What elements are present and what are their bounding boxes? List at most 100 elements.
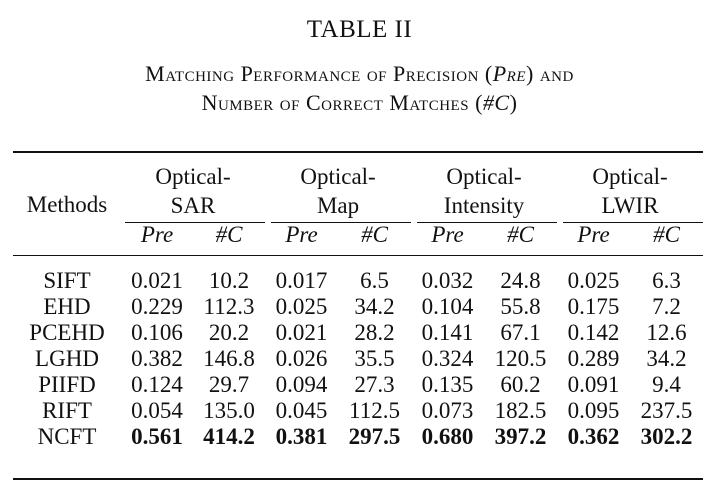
sub-header-pre: Pre: [285, 222, 318, 247]
correct-matches-cell: 55.8: [500, 294, 541, 319]
precision-cell: 0.104: [421, 294, 474, 319]
method-name-cell: EHD: [43, 294, 91, 319]
precision-cell: 0.106: [131, 320, 183, 345]
correct-matches-cell: 397.2: [494, 424, 547, 449]
group-rule-sar: [125, 222, 265, 223]
group-rule-lwir: [563, 222, 703, 223]
group-header-line: Intensity: [443, 193, 525, 218]
table-body: SIFT 0.021 10.2 0.017 6.5 0.032 24.8 0.025 6.3 EH…: [13, 268, 703, 450]
sub-header-c: #C: [507, 222, 534, 247]
precision-cell: 0.680: [421, 424, 474, 449]
precision-cell: 0.021: [275, 320, 328, 345]
group-header-line: Optical-: [155, 164, 231, 189]
precision-cell: 0.073: [421, 398, 474, 423]
group-header-line: SAR: [170, 193, 216, 218]
table-row: NCFT 0.561 414.2 0.381 297.5 0.680 397.2 0.362 3…: [13, 424, 703, 450]
caption-c-abbrev: #C: [482, 90, 510, 115]
precision-cell: 0.025: [567, 268, 620, 293]
header-bottom-rule: [13, 255, 703, 256]
precision-cell: 0.054: [131, 398, 183, 423]
table-row: PIIFD 0.124 29.7 0.094 27.3 0.135 60.2 0.091 9.4: [13, 372, 703, 398]
precision-cell: 0.026: [275, 346, 328, 371]
group-rule-intensity: [417, 222, 557, 223]
table-row: SIFT 0.021 10.2 0.017 6.5 0.032 24.8 0.025 6.3: [13, 268, 703, 294]
correct-matches-cell: 27.3: [354, 372, 395, 397]
precision-cell: 0.561: [131, 424, 183, 449]
top-rule: [13, 151, 703, 153]
caption-line-1-part-c: ) and: [526, 61, 574, 86]
correct-matches-cell: 60.2: [500, 372, 541, 397]
caption-line-1-part-a: Matching Performance of Precision (: [145, 61, 493, 86]
bottom-rule: [13, 478, 703, 480]
group-rule-map: [271, 222, 411, 223]
caption-line-1: Matching Performance of Precision (Pre) …: [0, 59, 719, 88]
table-header: Methods Optical- SAR Optical- Map Optical-…: [13, 162, 703, 248]
header-sub-row: Pre #C Pre #C Pre #C Pre #C: [13, 220, 703, 248]
correct-matches-cell: 302.2: [640, 424, 693, 449]
method-name-cell: PIIFD: [38, 372, 96, 397]
sub-header-pre: Pre: [577, 222, 610, 247]
precision-cell: 0.095: [567, 398, 620, 423]
correct-matches-cell: 7.2: [652, 294, 681, 319]
precision-cell: 0.021: [131, 268, 183, 293]
header-group-row: Methods Optical- SAR Optical- Map Optical-…: [13, 162, 703, 220]
caption-line-2: Number of Correct Matches (#C): [0, 88, 719, 117]
precision-cell: 0.135: [421, 372, 474, 397]
sub-header-empty: [13, 220, 121, 248]
table-row: LGHD 0.382 146.8 0.026 35.5 0.324 120.5 0.289 34…: [13, 346, 703, 372]
correct-matches-cell: 414.2: [203, 424, 255, 449]
precision-cell: 0.289: [567, 346, 620, 371]
table-row: EHD 0.229 112.3 0.025 34.2 0.104 55.8 0.175 7.2: [13, 294, 703, 320]
sub-header-pre: Pre: [431, 222, 464, 247]
correct-matches-cell: 20.2: [208, 320, 250, 345]
precision-cell: 0.124: [131, 372, 183, 397]
method-name-cell: LGHD: [35, 346, 99, 371]
correct-matches-cell: 24.8: [500, 268, 541, 293]
correct-matches-cell: 35.5: [354, 346, 395, 371]
group-header-line: Map: [316, 193, 360, 218]
group-header-line: LWIR: [601, 193, 659, 218]
method-name-cell: SIFT: [43, 268, 91, 293]
correct-matches-cell: 135.0: [203, 398, 255, 423]
sub-header-c: #C: [653, 222, 680, 247]
group-header-optical-intensity: Optical- Intensity: [411, 162, 557, 220]
precision-cell: 0.032: [421, 268, 474, 293]
caption-pre-abbrev: Pre: [492, 61, 526, 86]
correct-matches-cell: 34.2: [646, 346, 687, 371]
method-name-cell: NCFT: [37, 424, 97, 449]
precision-cell: 0.229: [131, 294, 183, 319]
precision-cell: 0.381: [275, 424, 328, 449]
precision-cell: 0.362: [567, 424, 620, 449]
precision-cell: 0.142: [567, 320, 620, 345]
precision-cell: 0.324: [421, 346, 474, 371]
correct-matches-cell: 237.5: [640, 398, 693, 423]
group-header-line: Optical-: [592, 164, 668, 189]
correct-matches-cell: 146.8: [203, 346, 255, 371]
correct-matches-cell: 29.7: [208, 372, 250, 397]
correct-matches-cell: 28.2: [354, 320, 395, 345]
precision-cell: 0.025: [275, 294, 328, 319]
precision-cell: 0.094: [275, 372, 328, 397]
group-header-optical-lwir: Optical- LWIR: [557, 162, 703, 220]
precision-cell: 0.141: [421, 320, 474, 345]
correct-matches-cell: 6.3: [652, 268, 681, 293]
table-row: PCEHD 0.106 20.2 0.021 28.2 0.141 67.1 0.142 12.…: [13, 320, 703, 346]
table-caption: Matching Performance of Precision (Pre) …: [0, 59, 719, 117]
precision-cell: 0.045: [275, 398, 328, 423]
caption-line-2-part-c: ): [509, 90, 518, 115]
correct-matches-cell: 9.4: [652, 372, 681, 397]
correct-matches-cell: 112.5: [349, 398, 400, 423]
group-header-line: Optical-: [300, 164, 376, 189]
group-header-optical-map: Optical- Map: [265, 162, 411, 220]
table-label: TABLE II: [306, 16, 413, 43]
correct-matches-cell: 112.3: [203, 294, 255, 319]
correct-matches-cell: 10.2: [208, 268, 250, 293]
precision-cell: 0.091: [567, 372, 620, 397]
correct-matches-cell: 120.5: [494, 346, 547, 371]
method-name-cell: PCEHD: [29, 320, 105, 345]
correct-matches-cell: 67.1: [500, 320, 541, 345]
methods-header: Methods: [26, 192, 108, 217]
group-header-optical-sar: Optical- SAR: [121, 162, 265, 220]
precision-cell: 0.175: [567, 294, 620, 319]
